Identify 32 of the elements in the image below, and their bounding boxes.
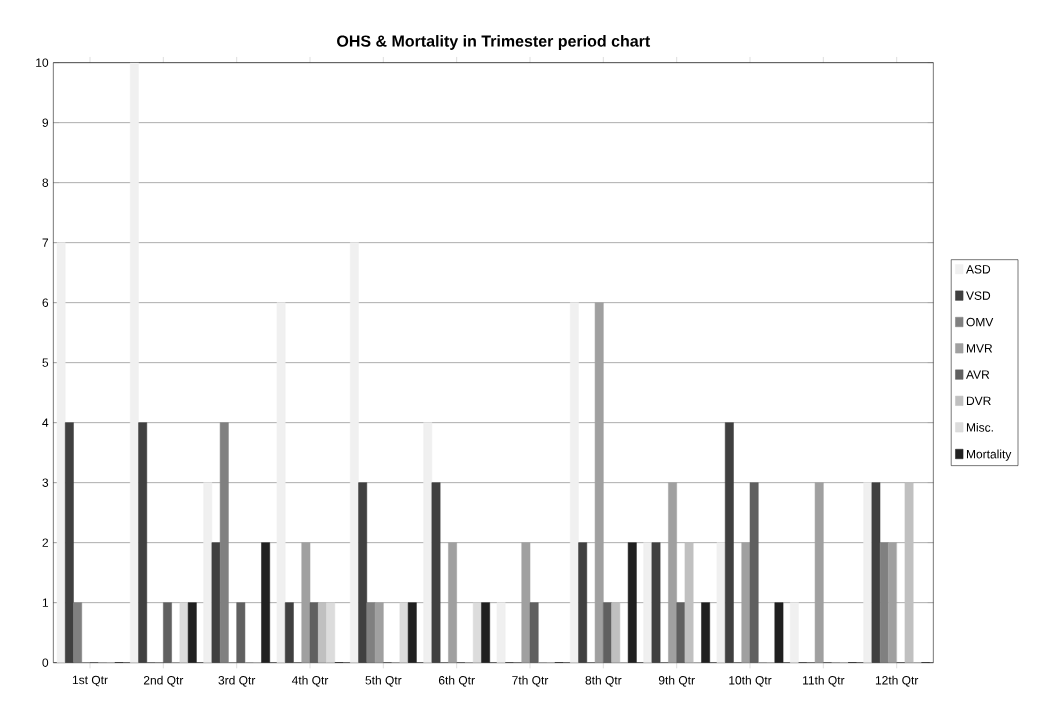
y-tick-label: 6	[42, 298, 49, 307]
legend-label: DVR	[966, 396, 991, 405]
x-tick-label: 9th Qtr	[658, 675, 695, 687]
y-tick-label: 3	[42, 478, 49, 487]
y-tick-label: 9	[42, 118, 49, 127]
y-tick-label: 1	[42, 598, 49, 607]
legend-label: ASD	[966, 265, 991, 274]
x-tick-label: 1st Qtr	[72, 675, 108, 687]
y-tick-label: 4	[42, 418, 49, 427]
x-tick-label: 6th Qtr	[438, 675, 475, 687]
chart-title: OHS & Mortality in Trimester period chart	[337, 35, 651, 50]
y-tick-label: 8	[42, 178, 49, 187]
x-tick-label: 3rd Qtr	[218, 675, 256, 687]
y-tick-label: 10	[36, 58, 49, 67]
legend-label: AVR	[966, 370, 990, 379]
legend-label: OMV	[966, 317, 994, 327]
y-tick-label: 7	[42, 238, 49, 247]
x-tick-label: 5th Qtr	[365, 675, 402, 687]
y-tick-label: 2	[42, 538, 49, 547]
x-tick-label: 7th Qtr	[512, 675, 549, 687]
legend-label: MVR	[966, 344, 993, 353]
y-tick-label: 0	[42, 658, 49, 667]
y-tick-label: 5	[42, 358, 49, 367]
x-tick-label: 11th Qtr	[803, 675, 845, 687]
x-tick-label: 4th Qtr	[291, 675, 329, 687]
x-tick-label: 8th Qtr	[585, 675, 622, 687]
legend-label: Mortality	[966, 449, 1012, 461]
x-tick-label: 12th Qtr	[875, 675, 919, 687]
legend-label: VSD	[966, 291, 991, 300]
legend-label: Misc.	[966, 422, 993, 432]
x-tick-label: 2nd Qtr	[143, 675, 184, 687]
x-tick-label: 10th Qtr	[729, 675, 772, 687]
